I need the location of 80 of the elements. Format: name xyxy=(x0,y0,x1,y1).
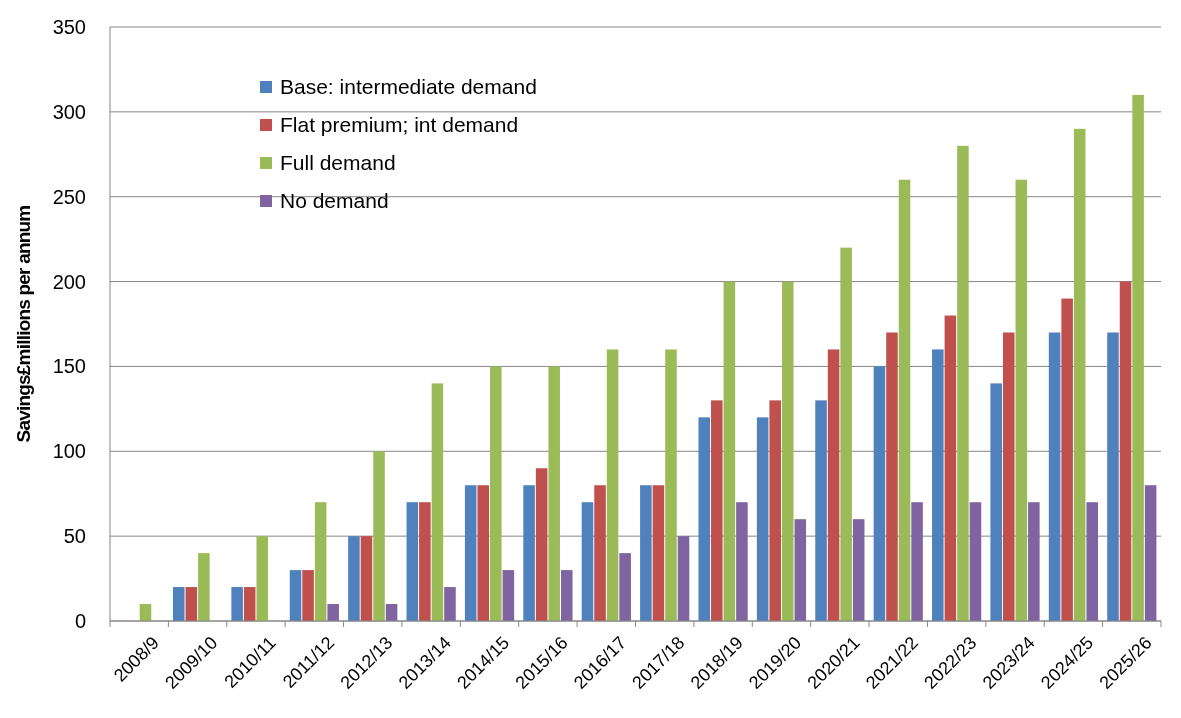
y-tick-label: 200 xyxy=(52,270,86,293)
bar xyxy=(314,502,327,621)
bar xyxy=(827,349,840,621)
bar xyxy=(640,485,652,621)
bar xyxy=(665,349,677,621)
bar xyxy=(990,383,1002,621)
bar xyxy=(523,485,535,621)
bar xyxy=(815,400,827,621)
bar xyxy=(327,604,339,621)
bar xyxy=(431,383,444,621)
bar xyxy=(1132,94,1144,621)
bar xyxy=(1144,485,1157,621)
bar xyxy=(490,366,502,621)
bar xyxy=(289,570,302,621)
bar xyxy=(1048,332,1061,621)
bar xyxy=(477,485,490,621)
bar xyxy=(911,502,923,621)
bar xyxy=(198,553,210,621)
bar xyxy=(898,179,911,621)
y-tick-label: 0 xyxy=(74,610,86,632)
y-tick-label: 150 xyxy=(52,355,86,378)
legend-label: Flat premium; int demand xyxy=(280,113,519,137)
bar xyxy=(373,451,385,621)
bar xyxy=(535,468,548,621)
bar xyxy=(781,281,794,621)
bar xyxy=(172,587,185,621)
legend-label: Base: intermediate demand xyxy=(280,75,537,99)
bar xyxy=(606,349,619,621)
bar xyxy=(769,400,781,621)
y-axis-title: Savings£millions per annum xyxy=(13,205,34,443)
legend-label: Full demand xyxy=(280,151,396,175)
bar xyxy=(698,417,711,621)
bar xyxy=(1107,332,1119,621)
bar xyxy=(794,519,807,621)
bar xyxy=(886,332,898,621)
bar xyxy=(594,485,606,621)
bar xyxy=(932,349,944,621)
bar xyxy=(385,604,398,621)
y-tick-label: 300 xyxy=(52,100,86,123)
bar xyxy=(348,536,360,621)
bar xyxy=(711,400,723,621)
bar xyxy=(560,570,573,621)
y-tick-label: 100 xyxy=(52,440,86,463)
bar xyxy=(677,536,690,621)
y-tick-label: 50 xyxy=(63,525,86,548)
bar xyxy=(1119,281,1132,621)
bar xyxy=(581,502,594,621)
y-tick-label: 250 xyxy=(52,185,86,208)
bar xyxy=(243,587,256,621)
bar xyxy=(185,587,198,621)
bar xyxy=(969,502,982,621)
bar xyxy=(1015,179,1028,621)
bar xyxy=(1002,332,1015,621)
bar xyxy=(419,502,431,621)
bar xyxy=(957,145,969,621)
y-tick-label: 350 xyxy=(52,16,86,38)
bar xyxy=(723,281,736,621)
bar xyxy=(1061,298,1073,621)
bar xyxy=(548,366,560,621)
bar xyxy=(139,604,152,621)
bar xyxy=(406,502,419,621)
bar xyxy=(852,519,865,621)
bar xyxy=(302,570,314,621)
legend-label: No demand xyxy=(280,189,389,213)
bar xyxy=(360,536,373,621)
bar xyxy=(1028,502,1040,621)
bar xyxy=(944,315,957,621)
bar xyxy=(1073,128,1086,621)
bar xyxy=(756,417,769,621)
bar xyxy=(873,366,886,621)
bar xyxy=(619,553,631,621)
bar xyxy=(464,485,477,621)
bar xyxy=(1086,502,1099,621)
bar xyxy=(736,502,748,621)
bar xyxy=(231,587,243,621)
bar xyxy=(652,485,665,621)
bar xyxy=(840,247,852,621)
bar xyxy=(444,587,456,621)
bar xyxy=(502,570,515,621)
bar xyxy=(256,536,269,621)
